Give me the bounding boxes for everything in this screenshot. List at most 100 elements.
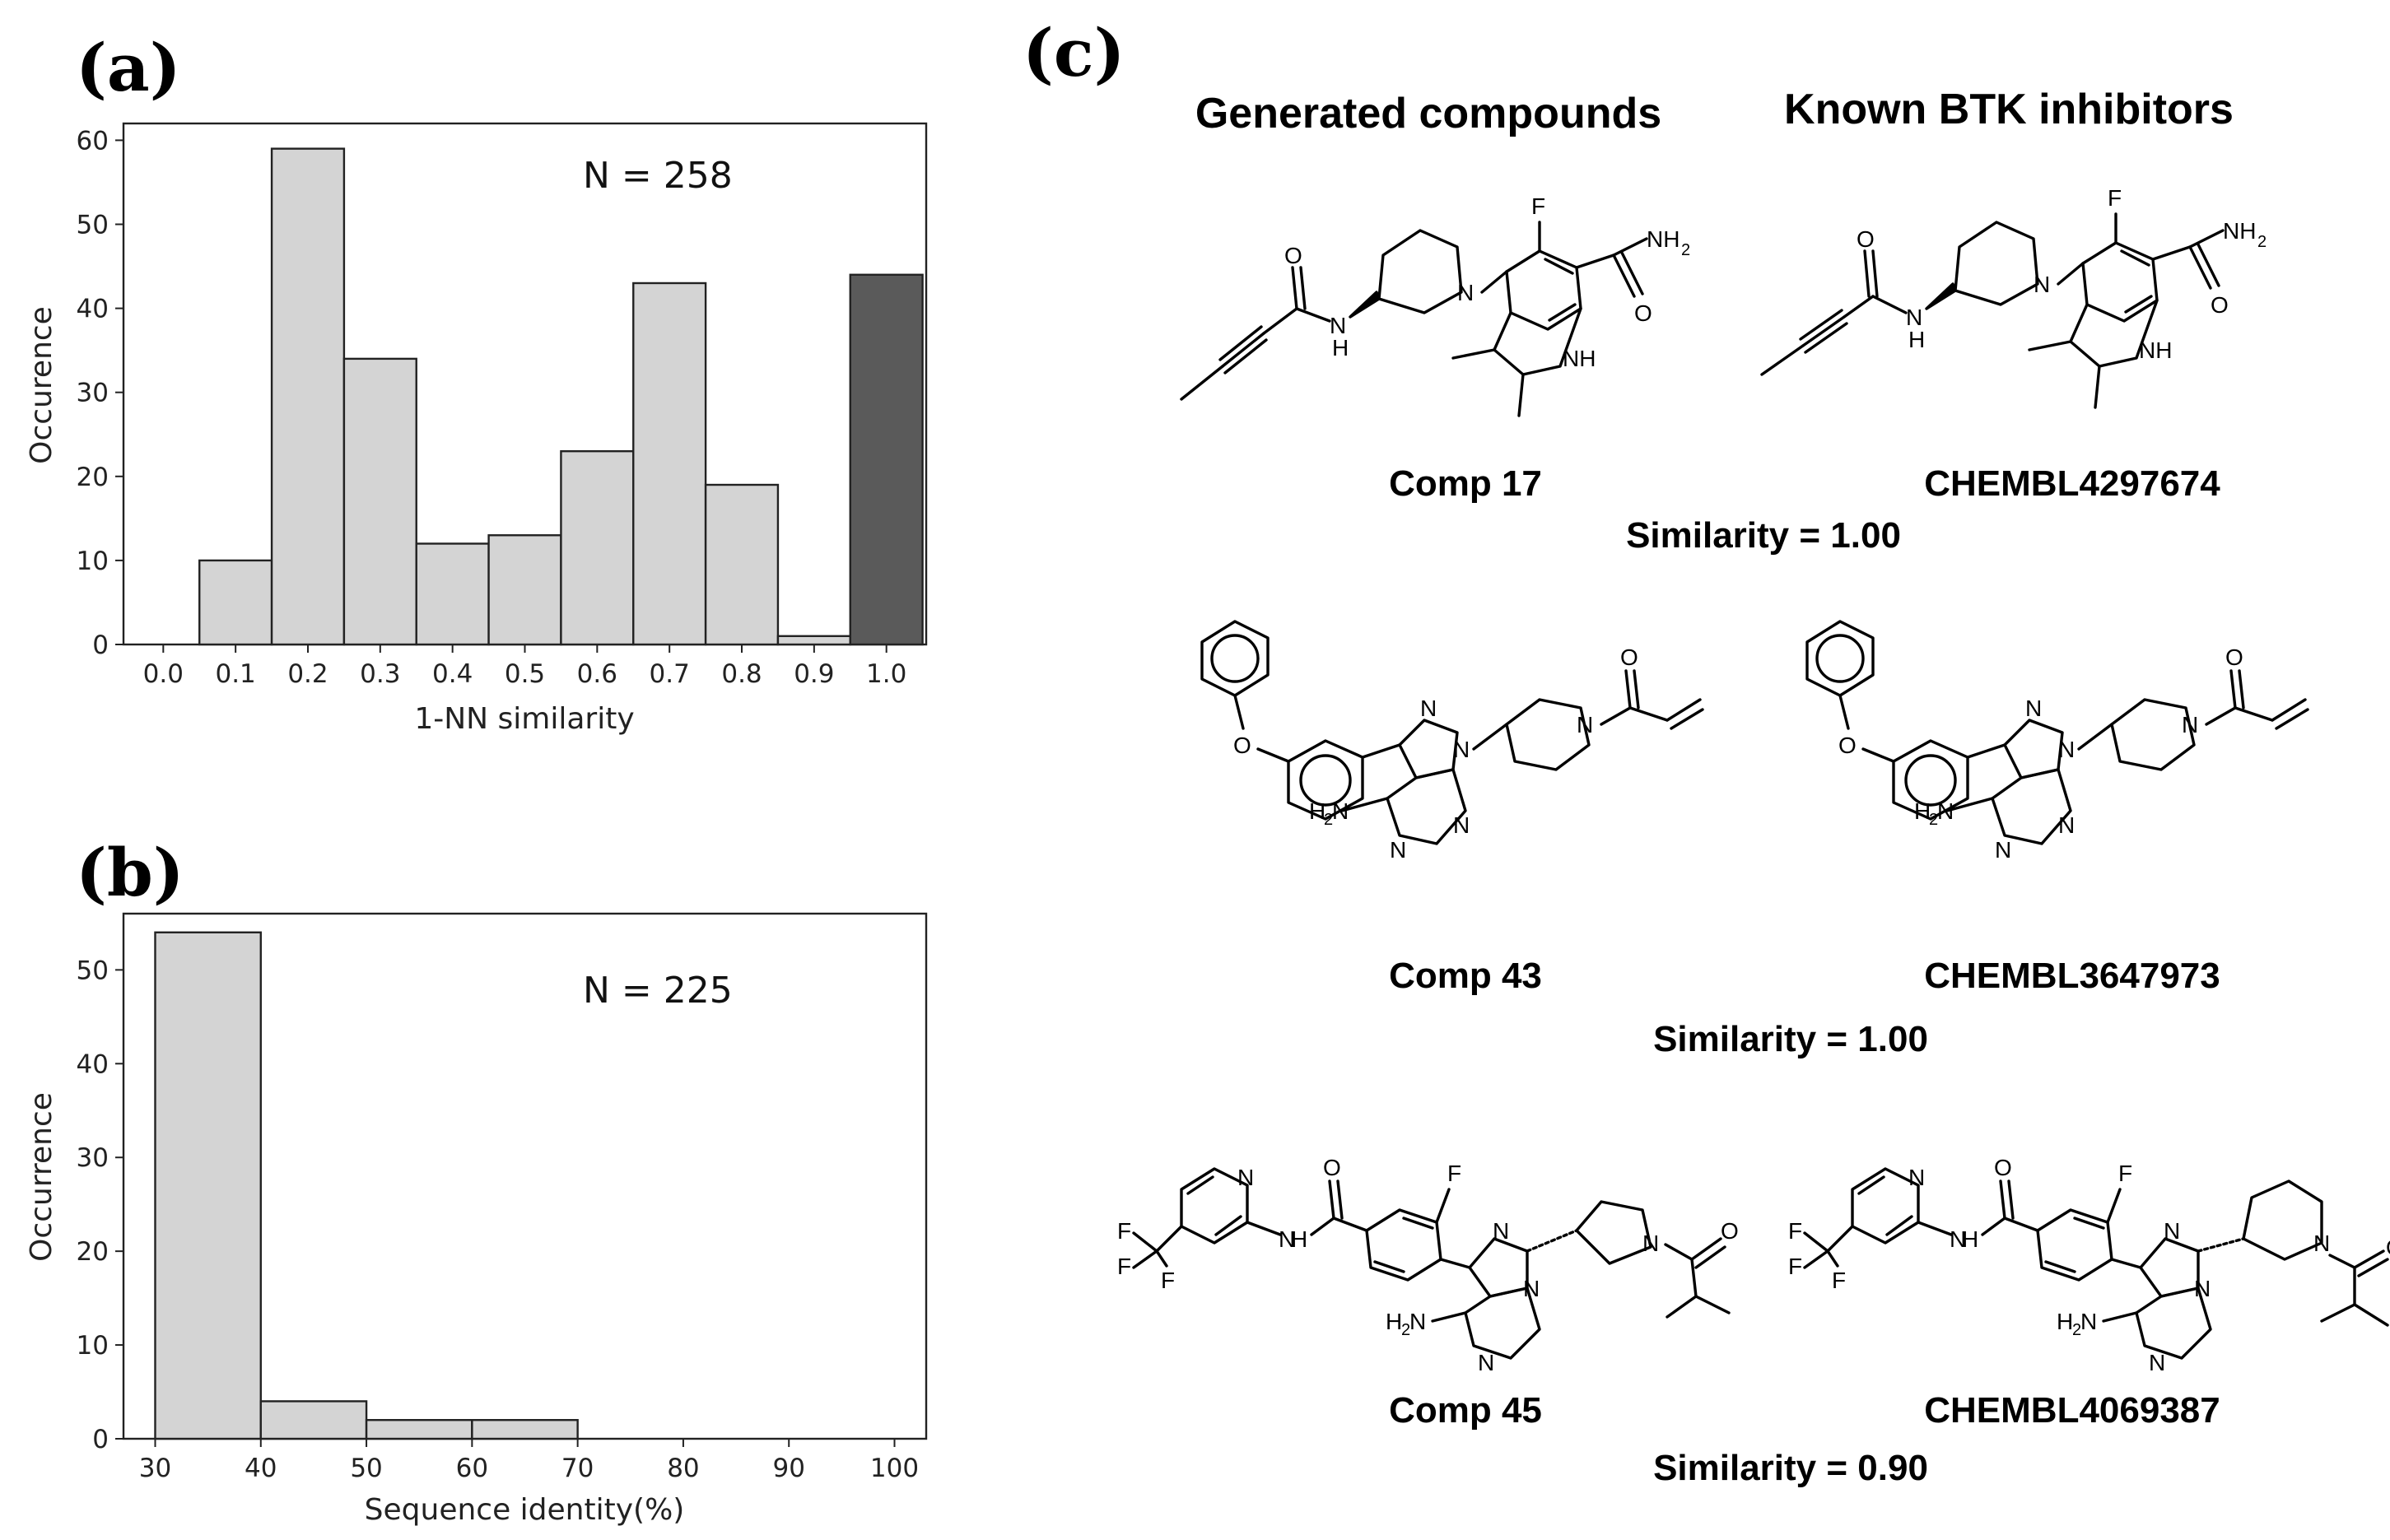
svg-text:N: N [2025,696,2042,721]
x-tick-label-a: 0.3 [360,659,400,689]
structure-comp-45: F F F N N H O F N N N H 2 N N [1117,1155,1739,1375]
svg-text:O: O [1721,1218,1739,1244]
svg-text:N: N [1908,1165,1925,1190]
svg-text:F: F [1531,193,1545,219]
y-ticks-b: 0 10 20 30 40 50 [77,956,123,1454]
svg-text:N: N [2194,1276,2211,1301]
y-tick-label-b: 20 [77,1237,109,1267]
y-tick-label-a: 60 [77,126,109,156]
x-tick-label-b: 60 [456,1454,488,1483]
n-annotation-a: N = 258 [583,155,733,197]
bar-a-0.9 [776,635,851,646]
svg-text:N: N [1330,313,1346,338]
structure-chembl4297674: O N H N F NH 2 O NH [1760,185,2267,409]
svg-text:NH: NH [2223,218,2256,244]
svg-text:N: N [2164,1218,2180,1244]
x-tick-label-b: 90 [772,1454,804,1483]
svg-text:N: N [2149,1350,2165,1375]
panel-label-c: (c) [1023,14,1125,91]
similarity-3: Similarity = 0.90 [1653,1448,1928,1488]
svg-text:H: H [1914,798,1931,824]
svg-text:H: H [1908,327,1925,352]
x-tick-label-b: 100 [870,1454,919,1483]
svg-text:N: N [2058,812,2075,838]
svg-text:O: O [2211,292,2229,318]
svg-text:N: N [1453,812,1470,838]
histogram-a: 0.0 0.1 0.2 0.3 0.4 0.5 0.6 0.7 0.8 0.9 1.0 0 10 20 3… [25,122,928,736]
svg-text:F: F [1161,1268,1175,1293]
svg-text:N: N [1906,305,1922,330]
compound-name-known-1: CHEMBL4297674 [1924,463,2220,504]
n-annotation-b: N = 225 [583,970,733,1012]
svg-text:N: N [1237,1165,1254,1190]
bar-a-1.0 [849,273,924,646]
svg-text:N: N [1457,280,1474,305]
y-axis-label-a: Occurence [25,306,58,464]
svg-text:2: 2 [1401,1321,1410,1339]
svg-text:F: F [1117,1254,1131,1279]
x-tick-label-a: 0.5 [505,659,545,689]
bar-a-0.6 [560,449,635,646]
x-tick-label-a: 0.4 [432,659,473,689]
compound-name-known-3: CHEMBL4069387 [1924,1390,2220,1431]
bar-a-0.5 [487,534,562,646]
compound-name-generated-2: Comp 43 [1389,956,1542,996]
svg-text:2: 2 [2072,1321,2081,1339]
bar-b-40-50 [259,1400,368,1440]
x-tick-label-a: 0.2 [287,659,328,689]
panel-label-a: (a) [76,29,181,106]
svg-text:O: O [2386,1235,2390,1260]
y-tick-label-a: 50 [77,211,109,240]
svg-text:N: N [2313,1231,2330,1256]
x-tick-label-a: 0.7 [650,659,690,689]
svg-text:F: F [1788,1218,1802,1244]
bar-a-0.1 [198,559,273,646]
svg-text:2: 2 [1929,811,1938,829]
svg-text:N: N [1523,1276,1540,1301]
bars-b [154,931,579,1440]
svg-text:N: N [1279,1226,1295,1252]
x-tick-label-b: 50 [350,1454,382,1483]
svg-text:H: H [2057,1309,2073,1334]
bar-a-0.3 [342,357,417,646]
x-axis-label-a: 1-NN similarity [414,702,634,736]
structure-chembl4069387: F F F N N H O F N N N H 2 N N O [1788,1155,2390,1375]
svg-text:N: N [1453,737,1470,762]
svg-text:F: F [2118,1161,2132,1186]
svg-text:N: N [1409,1309,1426,1334]
y-tick-label-b: 10 [77,1331,109,1361]
y-tick-label-a: 30 [77,379,109,408]
svg-text:N: N [1937,798,1954,824]
svg-text:H: H [1386,1309,1402,1334]
svg-text:2: 2 [1681,241,1690,259]
svg-text:N: N [1642,1231,1659,1256]
y-tick-label-a: 40 [77,295,109,324]
svg-text:2: 2 [2257,233,2267,251]
svg-text:O: O [1284,243,1302,268]
svg-text:F: F [2108,185,2122,211]
svg-text:O: O [1323,1155,1341,1180]
compound-name-known-2: CHEMBL3647973 [1924,956,2220,996]
svg-text:N: N [2034,272,2050,297]
panel-label-b: (b) [76,834,184,911]
svg-text:N: N [1493,1218,1509,1244]
compound-name-generated-3: Comp 45 [1389,1390,1542,1431]
svg-text:NH: NH [1647,226,1680,252]
svg-text:NH: NH [1563,346,1596,371]
structure-comp-43: O N N N N H 2 N N O [1200,620,1704,863]
header-known-btk-inhibitors: Known BTK inhibitors [1784,86,2234,133]
y-tick-label-b: 30 [77,1143,109,1173]
bar-a-0.4 [415,542,490,646]
y-tick-label-a: 10 [77,547,109,576]
compound-name-generated-1: Comp 17 [1389,463,1542,504]
y-tick-label-b: 40 [77,1049,109,1079]
y-tick-label-b: 50 [77,956,109,985]
y-tick-label-a: 20 [77,463,109,492]
y-ticks-a: 0 10 20 30 40 50 60 [77,126,123,660]
bars-a [198,147,924,646]
bar-b-30-40 [154,931,262,1440]
svg-text:N: N [2182,712,2198,737]
svg-text:N: N [1950,1226,1966,1252]
svg-text:F: F [1117,1218,1131,1244]
